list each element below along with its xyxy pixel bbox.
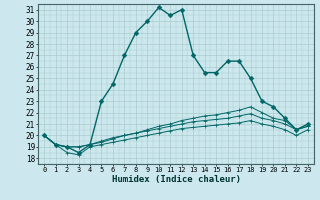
X-axis label: Humidex (Indice chaleur): Humidex (Indice chaleur) [111, 175, 241, 184]
